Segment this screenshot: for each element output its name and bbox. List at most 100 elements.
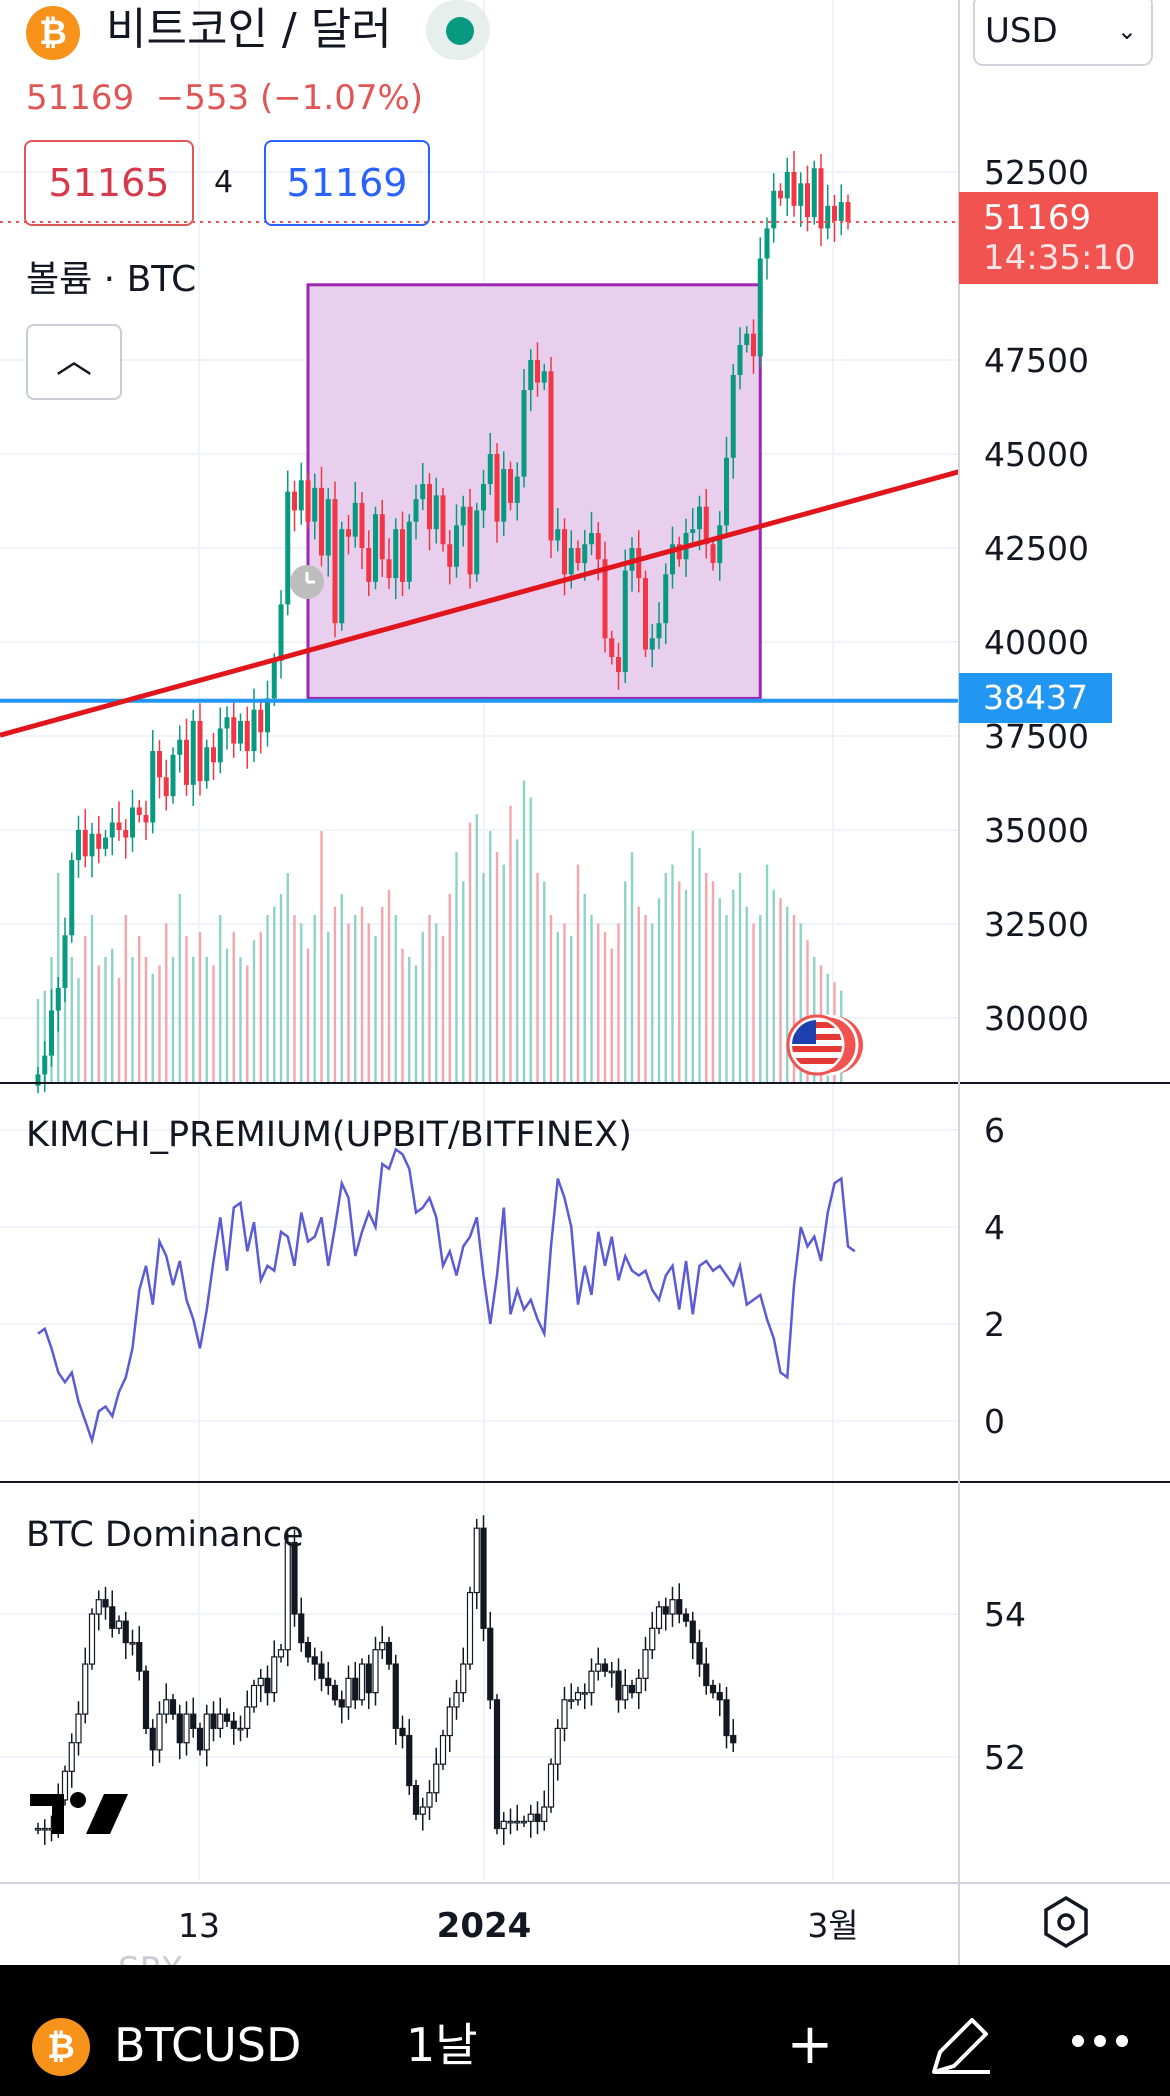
dominance-body: [82, 1663, 89, 1715]
volume-bar: [239, 957, 242, 1083]
dominance-body: [635, 1677, 642, 1694]
dominance-body: [250, 1684, 258, 1708]
collapse-legend-button[interactable]: ︿: [26, 324, 122, 400]
price-axis[interactable]: 30000 32500 35000 37500 40000 42500 45000 47500…: [984, 153, 1089, 1038]
volume-bar: [799, 923, 802, 1083]
dominance-body: [311, 1656, 318, 1665]
chart-settings-icon[interactable]: [1044, 1895, 1088, 1949]
dominance-body: [61, 1770, 69, 1801]
range-box-drawing[interactable]: [306, 283, 762, 700]
candle-body: [825, 205, 831, 229]
price-tick-label: 45000: [984, 435, 1089, 474]
volume-bar: [779, 898, 782, 1083]
volume-bar: [455, 852, 458, 1083]
last-price: 51169: [26, 78, 135, 118]
candle-body: [82, 830, 88, 857]
volume-bar: [792, 915, 796, 1083]
volume-bar: [219, 915, 222, 1083]
volume-bar: [732, 889, 735, 1083]
more-options-icon[interactable]: [1070, 2026, 1130, 2056]
dominance-body: [493, 1699, 501, 1830]
candle-body: [582, 544, 588, 564]
dominance-body: [88, 1613, 96, 1665]
dominance-body: [723, 1699, 730, 1737]
dominance-body: [716, 1692, 723, 1701]
candle-body: [717, 525, 723, 564]
sell-button[interactable]: 51165: [24, 140, 194, 226]
candle-body: [238, 720, 243, 744]
volume-bar: [765, 864, 769, 1083]
symbol-title[interactable]: 비트코인 / 달러: [106, 4, 392, 55]
candle-body: [764, 228, 770, 259]
volume-bar: [171, 957, 175, 1083]
candle-body: [379, 514, 385, 560]
dominance-body: [156, 1713, 163, 1751]
dominance-body: [453, 1692, 460, 1708]
candle-body: [292, 491, 297, 511]
candle-body: [589, 532, 594, 545]
dominance-body: [244, 1706, 251, 1729]
candle-body: [690, 529, 696, 533]
currency-select[interactable]: USD ⌄: [973, 0, 1153, 66]
volume-bar: [684, 889, 688, 1083]
candle-body: [454, 525, 459, 567]
alert-clock-icon[interactable]: [290, 565, 324, 599]
candle-body: [285, 491, 291, 605]
volume-bar: [576, 864, 580, 1083]
volume-bar: [401, 948, 404, 1083]
dominance-body: [446, 1706, 453, 1737]
dominance-body: [662, 1606, 669, 1615]
add-plus-icon[interactable]: +: [786, 2012, 834, 2077]
dominance-body: [601, 1663, 609, 1672]
volume-bar: [435, 923, 438, 1083]
symbol-search-button[interactable]: BTCUSD: [114, 2018, 302, 2072]
volume-bar: [772, 889, 775, 1083]
kimchi-premium-line: [37, 1147, 856, 1445]
us-flag-events-icon[interactable]: [784, 1012, 864, 1078]
candle-body: [791, 172, 797, 206]
volume-bar: [421, 931, 424, 1083]
volume-indicator-label[interactable]: 볼륨 · BTC: [26, 259, 197, 300]
dominance-body: [628, 1684, 636, 1694]
buy-button[interactable]: 51169: [264, 140, 430, 226]
time-axis[interactable]: 13 2024 3월: [178, 1906, 859, 1946]
candle-body: [811, 168, 817, 218]
volume-bar: [97, 965, 100, 1083]
volume-bar: [259, 931, 262, 1083]
drawing-pen-icon[interactable]: [920, 2006, 1000, 2086]
candle-body: [670, 544, 675, 575]
dominance-body: [352, 1677, 359, 1701]
dominance-indicator-title[interactable]: BTC Dominance: [26, 1515, 304, 1555]
volume-bar: [610, 948, 613, 1083]
candle-body: [55, 987, 61, 1011]
volume-bar: [563, 923, 566, 1083]
candle-body: [150, 751, 156, 823]
volume-bar: [786, 906, 789, 1083]
volume-bar: [502, 864, 505, 1083]
volume-bar: [225, 948, 229, 1083]
volume-bar: [624, 881, 627, 1083]
kimchi-tick-label: 0: [984, 1402, 1005, 1441]
dominance-body: [109, 1606, 116, 1629]
price-summary: 51169 −553 (−1.07%): [26, 76, 423, 120]
volume-bar: [70, 957, 73, 1083]
interval-button[interactable]: 1날: [406, 2018, 478, 2072]
candle-body: [568, 548, 574, 575]
candle-body: [224, 717, 230, 729]
trendline-drawing[interactable]: [0, 469, 960, 738]
dominance-body: [291, 1541, 298, 1615]
volume-bar: [185, 936, 188, 1083]
dominance-body: [190, 1713, 197, 1729]
dominance-body: [223, 1713, 231, 1722]
volume-bar: [543, 881, 546, 1083]
price-tick-label: 35000: [984, 811, 1089, 850]
candle-body: [771, 190, 777, 229]
kimchi-tick-label: 2: [984, 1305, 1005, 1344]
volume-bar: [428, 915, 431, 1083]
dominance-body: [676, 1599, 683, 1615]
kimchi-indicator-title[interactable]: KIMCHI_PREMIUM(UPBIT/BITFINEX): [26, 1115, 632, 1155]
volume-bar: [549, 915, 553, 1083]
dominance-body: [284, 1541, 291, 1651]
candle-body: [366, 548, 372, 582]
